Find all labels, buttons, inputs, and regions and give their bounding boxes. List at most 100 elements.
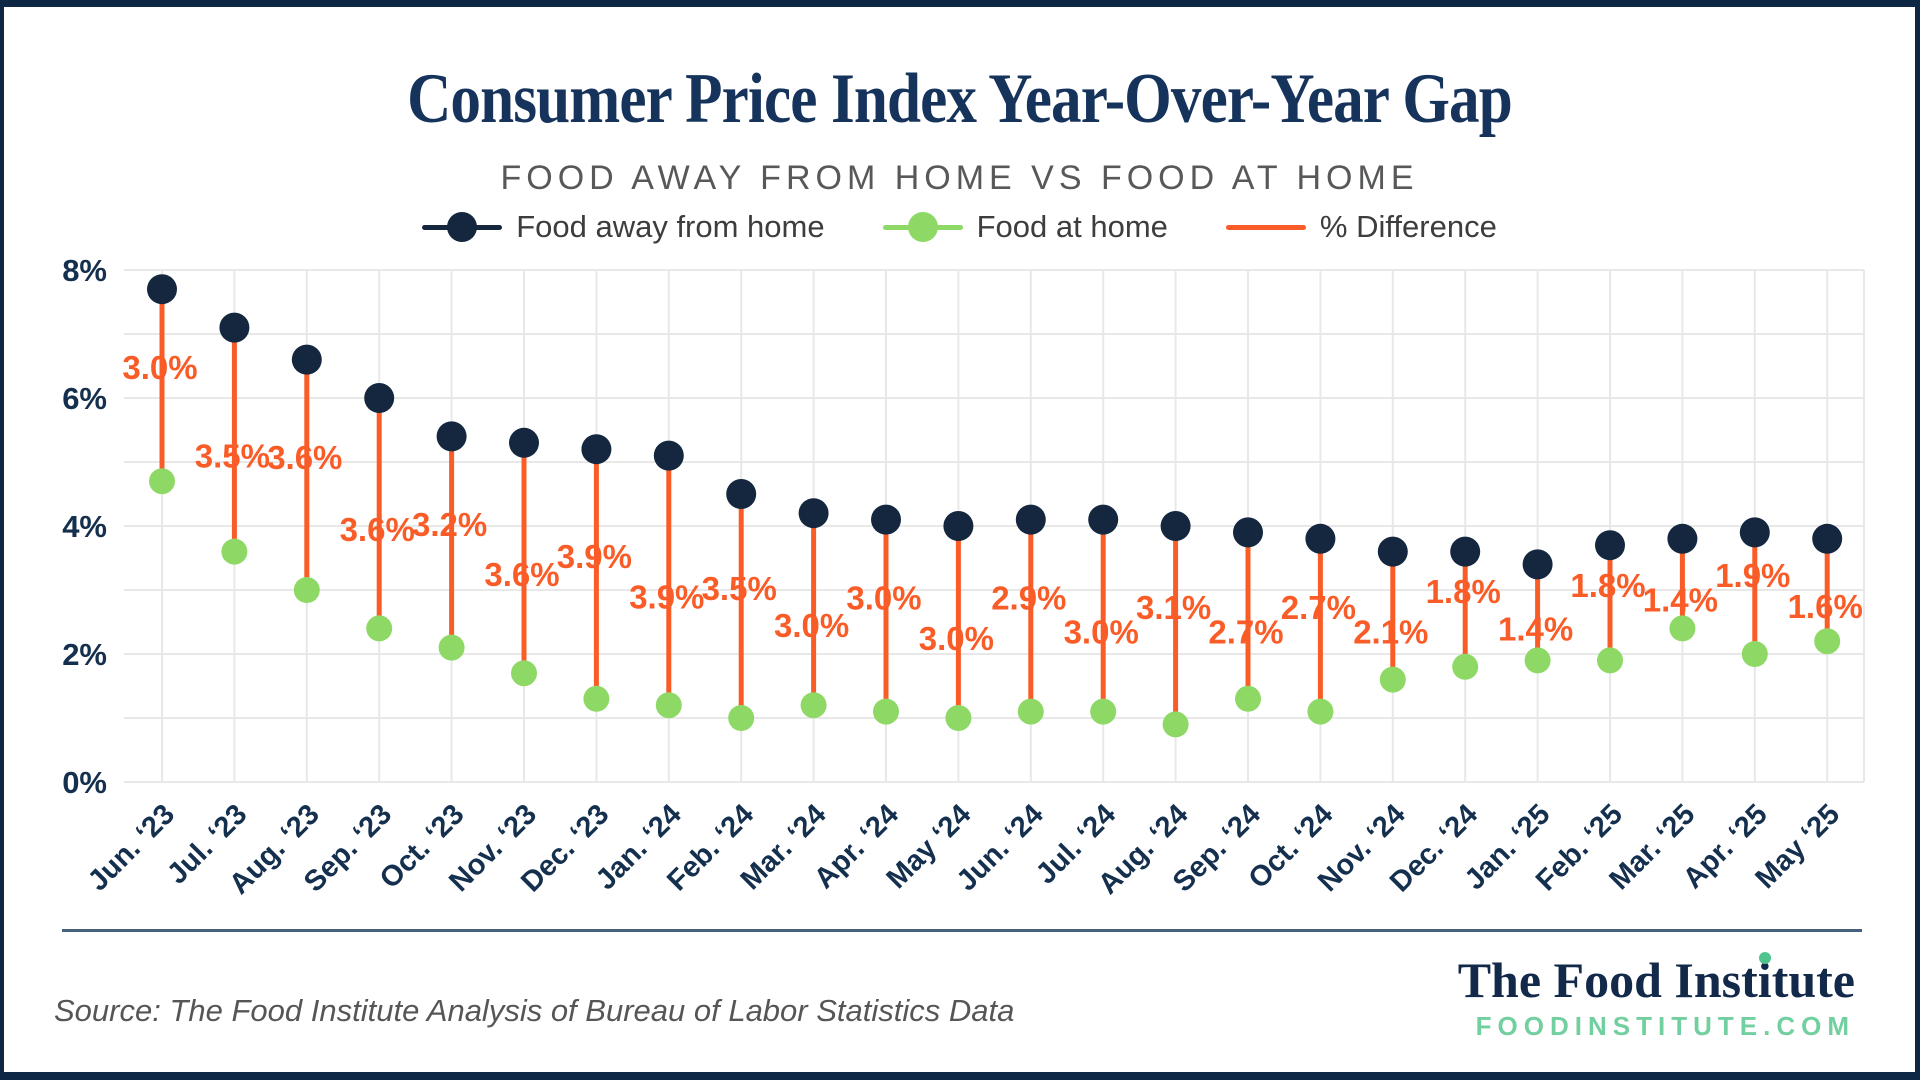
away-dot-swatch xyxy=(447,212,478,242)
legend-item-food-away: Food away from home xyxy=(422,209,825,245)
page-subtitle: FOOD AWAY FROM HOME VS FOOD AT HOME xyxy=(500,159,1419,197)
food-away-dot xyxy=(1233,517,1263,548)
food-home-dot xyxy=(366,615,393,642)
food-away-dot xyxy=(653,440,684,471)
home-series-marker xyxy=(882,211,963,243)
logo-text-pre: The Food Inst xyxy=(1457,952,1758,1008)
food-away-dot xyxy=(1160,511,1191,541)
y-axis-tick: 0% xyxy=(62,765,107,800)
food-away-dot xyxy=(291,344,322,375)
food-home-dot xyxy=(149,468,175,495)
food-away-dot xyxy=(1667,523,1698,554)
food-away-dot xyxy=(219,312,250,343)
food-away-dot xyxy=(581,434,612,465)
y-axis-tick: 4% xyxy=(62,509,107,544)
difference-label: 3.9% xyxy=(629,578,704,615)
food-home-dot xyxy=(1307,698,1334,725)
source-note: Source: The Food Institute Analysis of B… xyxy=(54,993,1015,1028)
difference-label: 2.9% xyxy=(991,580,1066,617)
difference-label: 3.5% xyxy=(195,438,270,475)
difference-label: 2.7% xyxy=(1281,589,1356,626)
food-home-dot xyxy=(1090,698,1117,725)
legend-item-difference: % Difference xyxy=(1225,209,1497,245)
difference-label: 3.2% xyxy=(412,506,487,543)
difference-label: 3.0% xyxy=(122,349,197,386)
y-axis-tick: 6% xyxy=(62,381,107,416)
food-home-dot xyxy=(1814,628,1841,655)
logo-wordmark: The Food Institute xyxy=(1458,955,1855,1005)
legend-label-difference: % Difference xyxy=(1319,209,1497,244)
food-home-dot xyxy=(655,692,682,719)
food-away-dot xyxy=(726,479,757,509)
food-home-dot xyxy=(1235,685,1261,712)
difference-label: 3.9% xyxy=(557,538,632,575)
food-home-dot xyxy=(293,577,320,603)
difference-label: 3.5% xyxy=(702,570,777,607)
food-away-dot xyxy=(1305,523,1336,554)
difference-label: 3.0% xyxy=(774,607,849,644)
food-away-dot xyxy=(509,427,539,458)
logo-website: FOODINSTITUTE.COM xyxy=(1475,1011,1855,1041)
food-away-dot xyxy=(1088,504,1119,535)
food-home-dot xyxy=(1162,711,1189,738)
food-institute-logo: The Food Institute FOODINSTITUTE.COM xyxy=(1458,955,1855,1042)
difference-line-swatch xyxy=(1225,224,1306,230)
food-home-dot xyxy=(438,634,465,661)
difference-label: 1.9% xyxy=(1715,557,1790,594)
food-away-dot xyxy=(1595,530,1625,561)
difference-label: 3.0% xyxy=(919,620,994,657)
difference-label: 1.6% xyxy=(1788,588,1863,625)
food-away-dot xyxy=(364,383,395,413)
difference-label: 1.4% xyxy=(1643,582,1718,619)
legend-label-food-away: Food away from home xyxy=(516,209,825,244)
difference-label: 3.1% xyxy=(1136,589,1211,626)
logo-text-post: tute xyxy=(1771,952,1855,1008)
x-axis-tick: Jun. ‘23 xyxy=(82,798,181,897)
food-away-dot xyxy=(1015,504,1046,535)
food-away-dot xyxy=(1739,517,1770,548)
food-home-dot xyxy=(511,660,537,687)
difference-label: 1.4% xyxy=(1498,610,1573,647)
food-away-dot xyxy=(798,498,829,529)
page-title: Consumer Price Index Year-Over-Year Gap xyxy=(407,58,1513,138)
food-home-dot xyxy=(800,692,827,719)
difference-label: 1.8% xyxy=(1570,567,1645,604)
food-home-dot xyxy=(873,698,899,725)
legend-label-food-home: Food at home xyxy=(976,209,1168,244)
food-home-dot xyxy=(221,538,248,565)
difference-label: 1.8% xyxy=(1426,573,1501,610)
food-home-dot xyxy=(1741,641,1768,667)
food-home-dot xyxy=(945,705,972,731)
food-home-dot xyxy=(1379,666,1406,693)
chart-legend: Food away from home Food at home % Diffe… xyxy=(4,209,1915,245)
legend-item-food-home: Food at home xyxy=(882,209,1168,245)
food-away-dot xyxy=(1522,549,1553,580)
food-home-dot xyxy=(1597,647,1623,674)
food-home-dot xyxy=(1017,698,1044,725)
food-home-dot xyxy=(1669,615,1696,642)
food-home-dot xyxy=(1452,653,1479,680)
away-series-marker xyxy=(422,211,503,243)
difference-label: 2.1% xyxy=(1353,614,1428,651)
food-away-dot xyxy=(147,274,177,305)
food-away-dot xyxy=(943,511,974,541)
food-home-dot xyxy=(583,685,610,712)
food-away-dot xyxy=(1812,523,1843,554)
logo-green-dot-i: i xyxy=(1757,952,1772,1008)
food-home-dot xyxy=(1524,647,1551,674)
y-axis-tick: 8% xyxy=(62,253,107,288)
difference-label: 3.0% xyxy=(846,580,921,617)
food-away-dot xyxy=(436,421,467,452)
food-away-dot xyxy=(1377,536,1408,567)
food-away-dot xyxy=(1450,536,1481,567)
difference-label: 3.0% xyxy=(1064,614,1139,651)
difference-label: 2.7% xyxy=(1208,614,1283,651)
difference-label: 3.6% xyxy=(340,511,415,548)
food-home-dot xyxy=(728,705,755,731)
y-axis-tick: 2% xyxy=(62,637,107,672)
difference-series-marker xyxy=(1225,211,1306,243)
chart-canvas: 8%6%4%2%0%3.0%3.5%3.6%3.6%3.2%3.6%3.9%3.… xyxy=(62,253,1865,901)
footer-divider xyxy=(62,929,1862,932)
food-away-dot xyxy=(871,504,901,535)
